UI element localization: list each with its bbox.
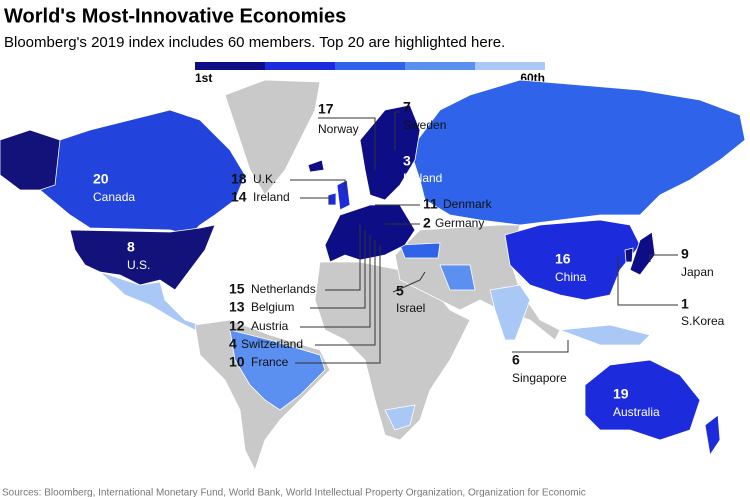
- country-rank: 11: [423, 196, 438, 212]
- country-name: Norway: [318, 122, 359, 136]
- country-rank: 8: [127, 239, 135, 255]
- country-rank: 18: [231, 171, 247, 187]
- country-name: China: [555, 270, 587, 284]
- country-rank: 1: [681, 296, 689, 312]
- country-name: France: [251, 355, 289, 369]
- country-name: Japan: [681, 265, 714, 279]
- legend-swatch: [335, 62, 405, 70]
- country-name: Belgium: [251, 300, 294, 314]
- country-name: Austria: [251, 319, 289, 333]
- source-note: Sources: Bloomberg, International Moneta…: [2, 488, 586, 497]
- country-rank: 4: [229, 336, 237, 352]
- country-name: U.S.: [127, 258, 150, 272]
- country-rank: 14: [231, 189, 247, 205]
- title: World's Most-Innovative Economies: [4, 5, 346, 27]
- country-rank: 13: [229, 299, 245, 315]
- country-rank: 17: [318, 101, 334, 117]
- legend-swatch: [195, 62, 265, 70]
- country-rank: 3: [403, 153, 411, 169]
- country-name: Israel: [396, 301, 425, 315]
- legend-start: 1st: [195, 71, 212, 85]
- legend-swatch: [475, 62, 545, 70]
- leader-lines: [290, 111, 678, 364]
- country-rank: 9: [681, 246, 689, 262]
- country-name: U.K.: [253, 172, 276, 186]
- country-name: Sweden: [403, 118, 446, 132]
- landmasses: [0, 79, 746, 472]
- country-name: Finland: [403, 171, 442, 185]
- country-rank: 7: [403, 99, 411, 115]
- country-name: Singapore: [512, 371, 567, 385]
- country-name: Australia: [613, 405, 660, 419]
- country-rank: 20: [93, 171, 109, 187]
- country-name: S.Korea: [681, 314, 725, 328]
- legend-swatch: [265, 62, 335, 70]
- country-rank: 10: [229, 354, 245, 370]
- country-rank: 15: [229, 281, 245, 297]
- country-rank: 12: [229, 318, 245, 334]
- subtitle: Bloomberg's 2019 index includes 60 membe…: [4, 34, 505, 51]
- country-name: Switzerland: [241, 337, 303, 351]
- legend-swatch: [405, 62, 475, 70]
- country-name: Netherlands: [251, 282, 316, 296]
- country-name: Ireland: [253, 190, 290, 204]
- country-rank: 5: [396, 283, 404, 299]
- country-name: Denmark: [443, 197, 493, 211]
- country-rank: 6: [512, 352, 520, 368]
- country-rank: 2: [423, 215, 431, 231]
- country-name: Germany: [435, 216, 484, 230]
- country-name: Canada: [93, 190, 135, 204]
- country-rank: 16: [555, 251, 571, 267]
- country-rank: 19: [613, 386, 629, 402]
